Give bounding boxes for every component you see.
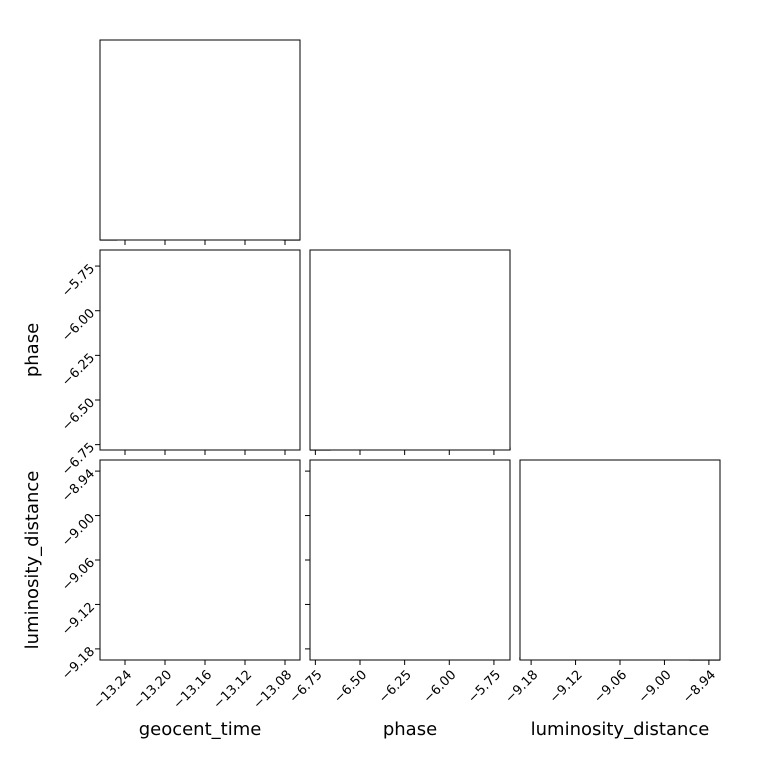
- density-geocent_time-luminosity_distance-frame: [99, 459, 301, 661]
- histogram-geocent_time-frame: [99, 39, 301, 241]
- density-geocent_time-phase-frame: [99, 249, 301, 451]
- histogram-luminosity_distance-frame: [519, 459, 721, 661]
- histogram-phase-frame: [309, 249, 511, 451]
